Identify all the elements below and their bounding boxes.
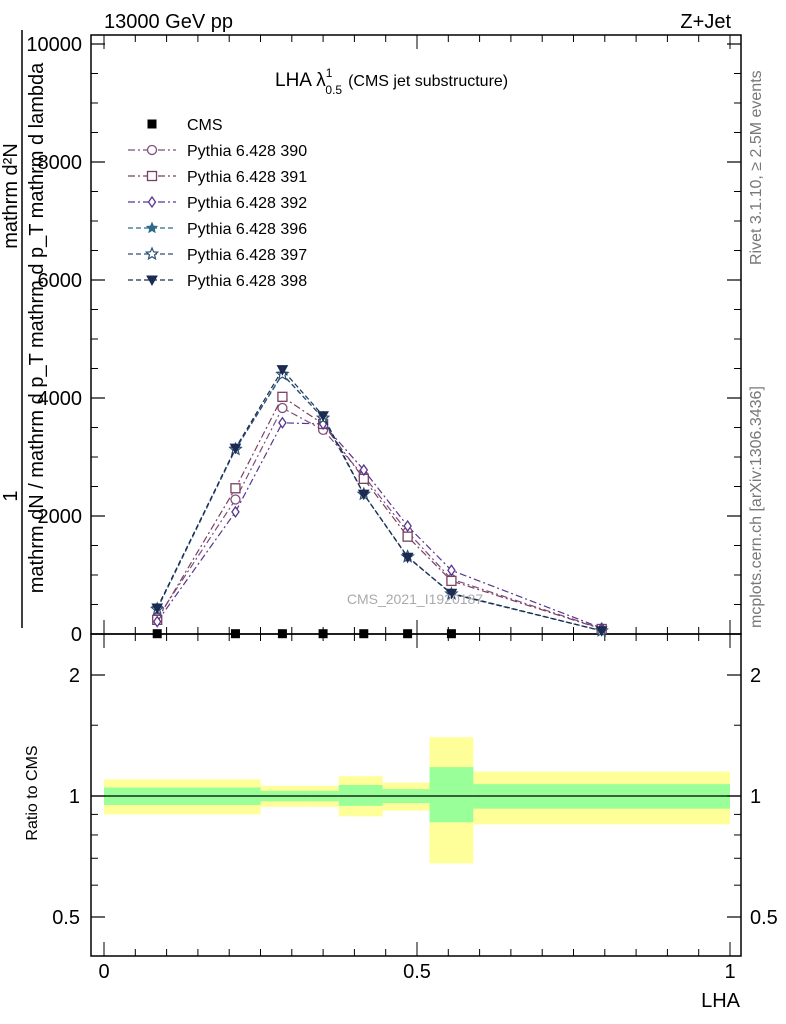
cms-point (318, 629, 328, 639)
cms-point (152, 629, 162, 639)
series-line (156, 395, 602, 630)
analysis-watermark: CMS_2021_I1920187 (347, 591, 483, 607)
series-line (156, 407, 602, 630)
rivet-version: Rivet 3.1.10, ≥ 2.5M events (748, 70, 765, 265)
x-axis-label: LHA (701, 990, 741, 1012)
legend-label: Pythia 6.428 398 (187, 273, 307, 290)
legend-marker (146, 275, 158, 287)
legend-item-p396: Pythia 6.428 396 (128, 221, 307, 238)
svg-text:mathrm d²N: mathrm d²N (0, 143, 22, 249)
series-point (278, 416, 287, 429)
ratio-band-green (429, 767, 474, 823)
cms-point (277, 629, 287, 639)
series-point (229, 443, 242, 455)
legend-marker (147, 195, 157, 209)
ratio-y-tick-label: 0.5 (52, 907, 80, 929)
top-y-axis-label: 1 mathrm dN / mathrm d p_T mathrm d p_T … (0, 30, 48, 628)
plot-title: LHA λ1 0.5 (CMS jet substructure) (275, 66, 508, 97)
legend-item-p392: Pythia 6.428 392 (128, 195, 307, 212)
legend-label: CMS (187, 117, 223, 134)
x-tick-label: 0 (98, 961, 109, 983)
series-p398 (151, 365, 608, 637)
series-point (446, 575, 457, 587)
series-point (277, 391, 288, 402)
legend-marker (144, 246, 160, 261)
top-axis-ticks: 0 2000 4000 6000 8000 10000 (26, 34, 741, 646)
y-tick-label: 10000 (26, 34, 82, 56)
legend-label: Pythia 6.428 396 (187, 221, 307, 238)
legend-item-p397: Pythia 6.428 397 (128, 246, 307, 264)
y-tick-label: 0 (71, 624, 82, 646)
ratio-y-tick-label: 1 (69, 786, 80, 808)
y-tick-label: 4000 (38, 388, 83, 410)
header-process: Z+Jet (680, 11, 731, 33)
legend-label: Pythia 6.428 392 (187, 195, 307, 212)
ratio-y-tick-label-right: 2 (750, 665, 761, 687)
series-point (151, 603, 164, 615)
svg-text:1: 1 (0, 490, 22, 501)
ratio-bands (104, 737, 730, 864)
series-point (359, 463, 369, 477)
legend-item-cms: CMS (147, 117, 223, 134)
ratio-y-tick-label-right: 0.5 (750, 907, 778, 929)
y-tick-label: 6000 (38, 270, 83, 292)
svg-text:mathrm dN / mathrm d p_T mathr: mathrm dN / mathrm d p_T mathrm d p_T ma… (26, 62, 48, 593)
y-tick-label: 8000 (38, 152, 83, 174)
series-point (445, 588, 458, 600)
legend-marker (145, 221, 159, 234)
series-point (152, 615, 162, 628)
series-point (447, 564, 456, 577)
bottom-axis-ticks: 0.5 0.5 1 1 2 2 0 0.5 1 (52, 634, 778, 983)
series-layer (150, 365, 609, 639)
series-point (402, 531, 413, 542)
legend-label: Pythia 6.428 391 (187, 169, 307, 186)
series-point (230, 494, 241, 505)
cms-point (359, 629, 369, 639)
x-tick-label: 0.5 (403, 961, 431, 983)
series-cms (152, 629, 456, 639)
series-point (231, 505, 240, 519)
mcplots-credit: mcplots.cern.ch [arXiv:1306.3436] (748, 386, 765, 628)
legend-label: Pythia 6.428 390 (187, 143, 307, 160)
legend-label: Pythia 6.428 397 (187, 247, 307, 264)
ratio-y-tick-label-right: 1 (750, 786, 761, 808)
ratio-y-axis-label: Ratio to CMS (24, 745, 41, 840)
series-point (357, 489, 370, 501)
legend-cms-marker (147, 119, 157, 129)
legend-item-p390: Pythia 6.428 390 (128, 143, 307, 160)
y-tick-label: 2000 (38, 506, 83, 528)
header-energy: 13000 GeV pp (104, 11, 233, 33)
series-point (230, 483, 241, 494)
series-point (401, 552, 414, 564)
legend-item-p398: Pythia 6.428 398 (128, 273, 307, 290)
cms-point (403, 629, 413, 639)
series-point (277, 402, 288, 414)
legend-marker (146, 144, 158, 156)
cms-point (446, 629, 456, 639)
series-line (156, 368, 602, 632)
series-line (156, 422, 602, 629)
ratio-y-tick-label: 2 (69, 665, 80, 687)
cms-point (230, 629, 240, 639)
series-point (403, 519, 412, 533)
legend-item-p391: Pythia 6.428 391 (128, 169, 307, 186)
legend-marker (146, 170, 158, 182)
x-tick-label: 1 (724, 961, 735, 983)
legend: CMS Pythia 6.428 390 Pythia 6.428 391 Pythi… (128, 117, 307, 290)
bottom-frame (90, 633, 742, 957)
series-point (317, 411, 329, 422)
series-point (276, 365, 289, 376)
series-point (595, 626, 608, 637)
